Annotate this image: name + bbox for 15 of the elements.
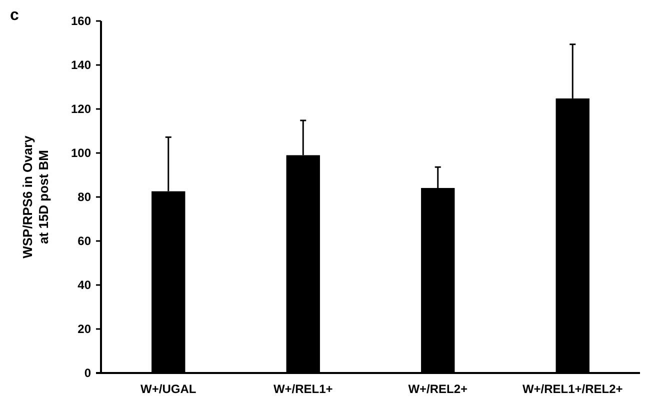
x-tick-label: W+/REL1+ bbox=[273, 382, 333, 396]
y-tick-label: 20 bbox=[78, 322, 92, 336]
y-tick-label: 60 bbox=[78, 234, 92, 248]
x-tick-label: W+/UGAL bbox=[140, 382, 196, 396]
y-tick-label: 80 bbox=[78, 190, 92, 204]
text: c bbox=[10, 7, 19, 24]
y-tick-label: 120 bbox=[70, 102, 92, 116]
y-tick-label: 0 bbox=[84, 366, 92, 380]
y-tick-label: 140 bbox=[70, 58, 92, 72]
x-tick-label: W+/REL2+ bbox=[408, 382, 468, 396]
y-tick-label: 160 bbox=[70, 14, 92, 28]
y-tick-label: 100 bbox=[70, 146, 92, 160]
y-tick-label: 40 bbox=[78, 278, 92, 292]
x-tick-label: W+/REL1+/REL2+ bbox=[522, 382, 623, 396]
y-axis-title: WSP/RPS6 in Ovary at 15D post BM bbox=[20, 134, 51, 258]
